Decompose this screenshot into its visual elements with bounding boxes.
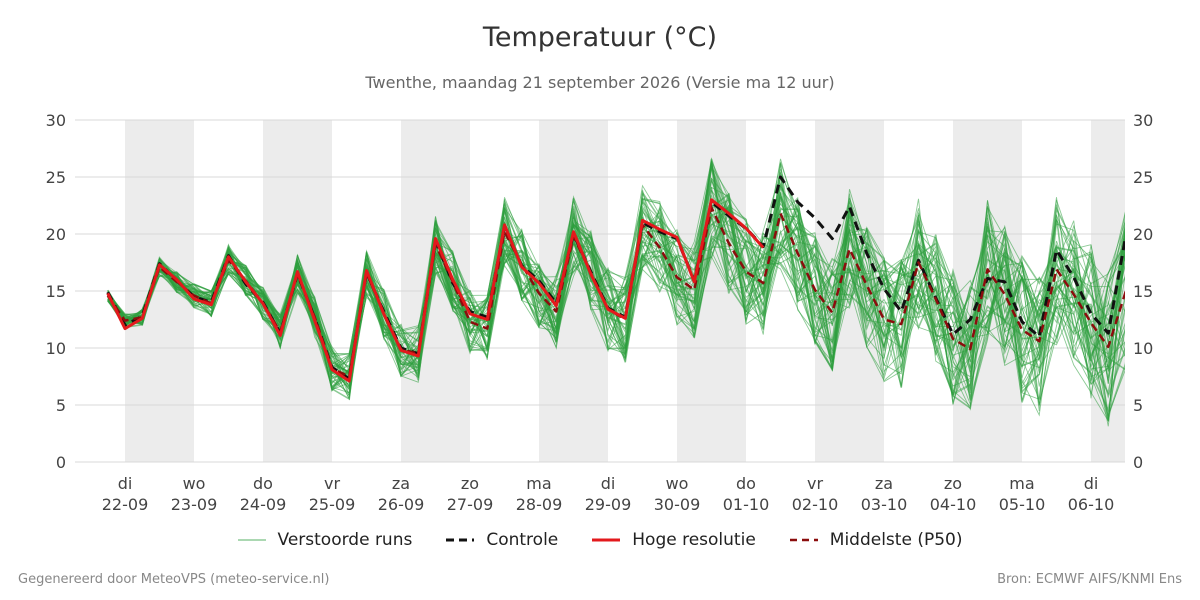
y-tick-label-left: 30 <box>46 111 66 130</box>
x-tick-day: di <box>1084 474 1099 493</box>
y-tick-label-right: 15 <box>1133 282 1153 301</box>
x-tick-day: vr <box>807 474 823 493</box>
legend-swatch-median <box>789 538 818 542</box>
x-tick-day: za <box>875 474 893 493</box>
y-tick-label-left: 10 <box>46 339 66 358</box>
legend-label-median: Middelste (P50) <box>829 530 963 550</box>
x-tick-day: ma <box>1009 474 1034 493</box>
x-tick-date: 02-10 <box>792 495 839 514</box>
y-tick-label-right: 10 <box>1133 339 1153 358</box>
chart-legend: Verstoorde runs Controle Hoge resolutie … <box>0 530 1200 550</box>
x-tick-day: di <box>601 474 616 493</box>
x-tick-date: 27-09 <box>447 495 494 514</box>
x-tick-date: 04-10 <box>930 495 977 514</box>
y-tick-label-left: 0 <box>56 453 66 472</box>
x-tick-day: do <box>736 474 756 493</box>
y-tick-label-right: 5 <box>1133 396 1143 415</box>
legend-swatch-hires <box>592 538 621 542</box>
y-tick-label-right: 30 <box>1133 111 1153 130</box>
x-tick-date: 29-09 <box>585 495 632 514</box>
y-tick-label-left: 20 <box>46 225 66 244</box>
legend-label-hires: Hoge resolutie <box>632 530 756 550</box>
series-line-hoge-resolutie <box>106 198 765 383</box>
legend-item-control[interactable]: Controle <box>446 530 558 550</box>
plot-area <box>106 157 1125 427</box>
x-tick-day: ma <box>526 474 551 493</box>
legend-swatch-ensemble <box>237 539 266 541</box>
chart-subtitle: Twenthe, maandag 21 september 2026 (Vers… <box>365 73 835 92</box>
x-tick-date: 24-09 <box>240 495 287 514</box>
x-tick-date: 01-10 <box>723 495 770 514</box>
y-tick-label-left: 25 <box>46 168 66 187</box>
legend-item-hires[interactable]: Hoge resolutie <box>592 530 756 550</box>
legend-label-ensemble: Verstoorde runs <box>277 530 413 550</box>
y-tick-label-left: 15 <box>46 282 66 301</box>
x-tick-day: di <box>118 474 133 493</box>
legend-swatch-control <box>446 538 475 542</box>
x-tick-day: vr <box>324 474 340 493</box>
y-tick-label-right: 0 <box>1133 453 1143 472</box>
x-tick-day: zo <box>461 474 479 493</box>
x-tick-date: 23-09 <box>171 495 218 514</box>
legend-item-median[interactable]: Middelste (P50) <box>789 530 963 550</box>
y-tick-label-left: 5 <box>56 396 66 415</box>
x-tick-date: 26-09 <box>378 495 425 514</box>
x-tick-date: 25-09 <box>309 495 356 514</box>
x-tick-day: zo <box>944 474 962 493</box>
ensemble-member-line <box>107 184 1125 406</box>
x-tick-date: 28-09 <box>516 495 563 514</box>
chart-title: Temperatuur (°C) <box>482 22 718 53</box>
x-tick-date: 06-10 <box>1068 495 1115 514</box>
x-tick-date: 05-10 <box>999 495 1046 514</box>
legend-label-control: Controle <box>486 530 559 550</box>
x-tick-date: 03-10 <box>861 495 908 514</box>
series-line-middelste-p50 <box>106 206 1125 378</box>
x-tick-date: 30-09 <box>654 495 701 514</box>
footer-source: Bron: ECMWF AIFS/KNMI Ens <box>997 572 1182 587</box>
y-tick-label-right: 25 <box>1133 168 1153 187</box>
x-tick-day: za <box>392 474 410 493</box>
legend-item-ensemble[interactable]: Verstoorde runs <box>237 530 413 550</box>
x-tick-day: wo <box>183 474 206 493</box>
x-tick-day: do <box>253 474 273 493</box>
x-tick-date: 22-09 <box>102 495 149 514</box>
y-tick-label-right: 20 <box>1133 225 1153 244</box>
footer-generated-by: Gegenereerd door MeteoVPS (meteo-service… <box>18 572 330 587</box>
x-tick-day: wo <box>666 474 689 493</box>
